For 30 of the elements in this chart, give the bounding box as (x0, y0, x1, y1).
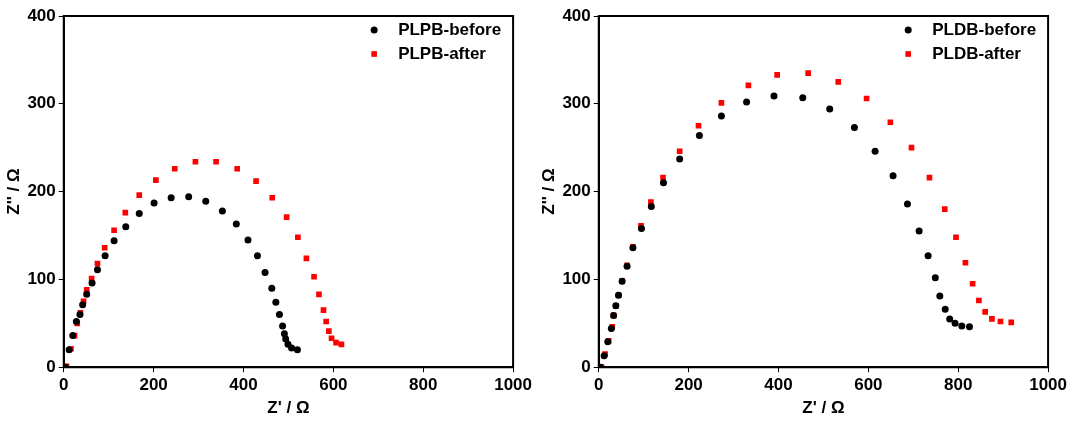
y-tick-label: 0 (46, 356, 56, 376)
x-tick-label: 1000 (494, 375, 532, 395)
x-tick-label: 0 (59, 375, 69, 395)
legend-label: PLPB-before (398, 19, 502, 39)
x-tick-label: 200 (139, 375, 168, 395)
y-tick-label: 400 (27, 5, 56, 25)
x-tick-label: 200 (674, 375, 703, 395)
legend-label: PLPB-after (398, 43, 487, 63)
y-tick-label: 200 (562, 181, 591, 201)
legend-label: PLDB-before (932, 19, 1037, 39)
x-tick-label: 1000 (1029, 375, 1067, 395)
y-axis-title: Z'' / Ω (3, 168, 23, 215)
y-tick-label: 300 (562, 93, 591, 113)
y-tick-label: 200 (27, 181, 56, 201)
x-axis-title: Z' / Ω (267, 398, 310, 418)
x-tick-label: 800 (409, 375, 438, 395)
x-tick-label: 600 (319, 375, 348, 395)
x-tick-label: 400 (229, 375, 258, 395)
x-tick-label: 0 (594, 375, 604, 395)
y-axis-title: Z'' / Ω (538, 168, 558, 215)
legend-label: PLDB-after (932, 43, 1022, 63)
y-tick-label: 100 (562, 269, 591, 289)
y-tick-label: 300 (27, 93, 56, 113)
y-tick-label: 400 (562, 5, 591, 25)
x-axis-title: Z' / Ω (802, 398, 845, 418)
y-tick-label: 0 (581, 356, 591, 376)
y-tick-label: 100 (27, 269, 56, 289)
x-tick-label: 600 (854, 375, 883, 395)
x-tick-label: 400 (764, 375, 793, 395)
x-tick-label: 800 (944, 375, 973, 395)
